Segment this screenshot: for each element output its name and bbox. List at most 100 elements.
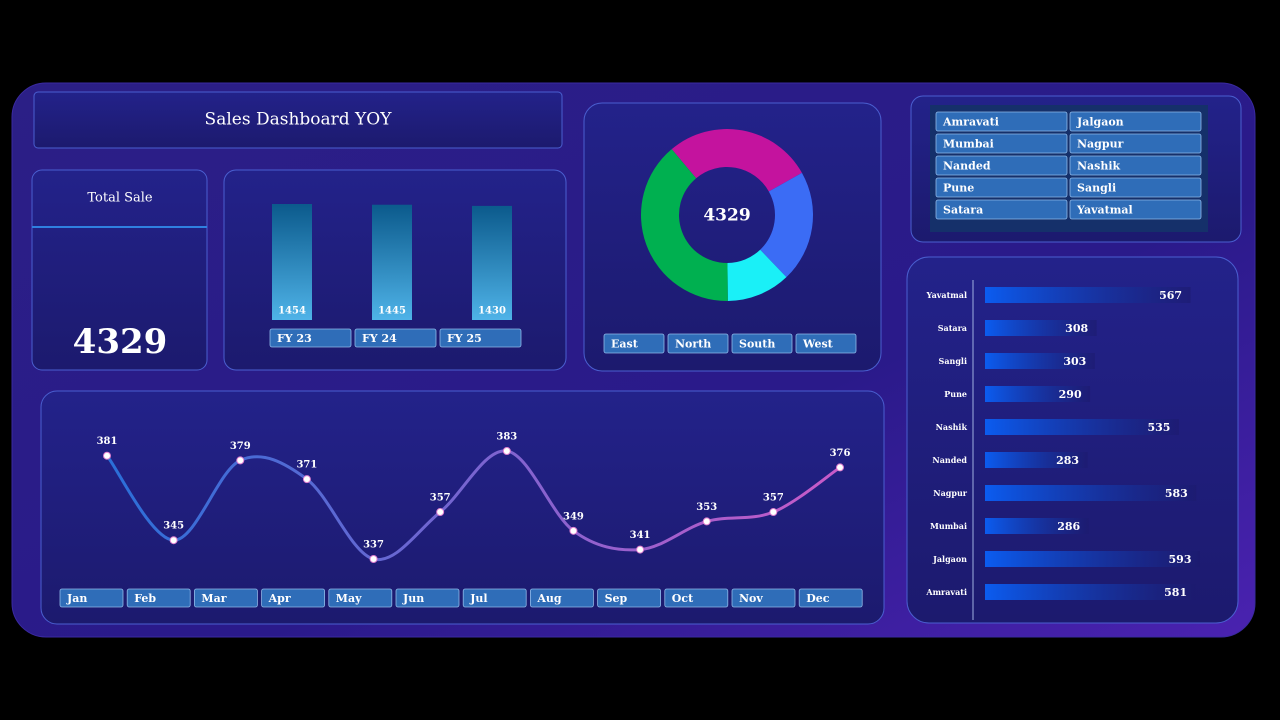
line-point — [502, 447, 511, 455]
city-button-label: Sangli — [1077, 182, 1116, 195]
city-button[interactable]: Nashik — [1069, 155, 1202, 176]
city-label: Jalgaon — [932, 554, 967, 564]
city-panel — [906, 256, 1239, 624]
month-button-label: Dec — [806, 592, 830, 605]
fy-button-bg — [439, 328, 522, 348]
city-button[interactable]: Mumbai — [935, 133, 1068, 154]
hbar — [985, 353, 1095, 369]
fy-button-bg — [354, 328, 437, 348]
line-value-label: 383 — [496, 432, 517, 443]
hbar — [985, 551, 1200, 567]
month-button[interactable]: Jan — [59, 588, 124, 608]
city-label: Sangli — [939, 356, 967, 366]
line-value-label: 337 — [363, 540, 384, 551]
region-button[interactable]: East — [603, 333, 665, 354]
hbar — [985, 485, 1197, 501]
month-button-bg — [59, 588, 124, 608]
line-value-label: 376 — [830, 448, 851, 459]
city-button-label: Mumbai — [943, 138, 994, 151]
month-button-label: Oct — [672, 592, 694, 605]
city-button[interactable]: Nanded — [935, 155, 1068, 176]
hbar — [985, 386, 1091, 402]
city-button-label: Yavatmal — [1076, 204, 1133, 217]
month-button-label: May — [336, 592, 362, 605]
month-button-label: Aug — [536, 592, 562, 605]
month-button[interactable]: Apr — [261, 588, 326, 608]
month-button[interactable]: Oct — [664, 588, 729, 608]
month-button[interactable]: Jun — [395, 588, 460, 608]
hbar-value-label: 535 — [1147, 421, 1170, 434]
month-button[interactable]: Aug — [530, 588, 594, 608]
line-value-label: 353 — [696, 502, 717, 513]
city-button[interactable]: Amravati — [935, 111, 1068, 132]
month-button[interactable]: May — [328, 588, 393, 608]
region-button[interactable]: West — [795, 333, 857, 354]
kpi-value: 4329 — [73, 322, 168, 362]
month-button[interactable]: Feb — [126, 588, 191, 608]
line-value-label: 357 — [763, 493, 784, 504]
city-button[interactable]: Satara — [935, 199, 1068, 220]
city-button[interactable]: Nagpur — [1069, 133, 1202, 154]
city-button[interactable]: Pune — [935, 177, 1068, 198]
city-button-label: Pune — [943, 182, 974, 195]
month-button-bg — [395, 588, 460, 608]
fy-button-label: FY 25 — [447, 332, 482, 345]
donut-segment — [727, 249, 787, 301]
hbar-value-label: 583 — [1165, 487, 1188, 500]
line-point — [836, 463, 844, 472]
city-button-label: Satara — [943, 204, 983, 217]
city-button-label: Jalgaon — [1076, 116, 1124, 129]
line-point — [769, 508, 778, 517]
line-value-label: 371 — [296, 460, 317, 471]
kpi-panel — [31, 169, 208, 371]
month-button-bg — [328, 588, 393, 608]
line-point — [103, 451, 111, 460]
donut-segment — [671, 129, 802, 192]
line-point — [369, 555, 378, 563]
region-button[interactable]: North — [667, 333, 729, 354]
city-label: Nashik — [936, 422, 968, 432]
city-button-label: Nanded — [943, 160, 991, 173]
city-button-bg — [935, 111, 1068, 132]
month-button-bg — [126, 588, 191, 608]
region-button[interactable]: South — [731, 333, 793, 354]
month-button[interactable]: Nov — [731, 588, 796, 608]
city-button-bg — [935, 199, 1068, 220]
hbar-value-label: 308 — [1065, 322, 1088, 335]
fy-button[interactable]: FY 25 — [439, 328, 522, 348]
month-button-label: Mar — [201, 592, 226, 605]
month-button[interactable]: Sep — [597, 588, 661, 608]
city-button[interactable]: Jalgaon — [1069, 111, 1202, 132]
region-button-label: North — [675, 338, 711, 351]
line-value-label: 381 — [97, 436, 118, 447]
donut-segment — [641, 149, 728, 301]
region-button-label: South — [739, 338, 775, 351]
city-button-label: Amravati — [942, 116, 999, 129]
hbar — [985, 584, 1196, 600]
month-button-label: Apr — [268, 592, 291, 605]
month-button[interactable]: Jul — [462, 588, 527, 608]
hbar-value-label: 290 — [1059, 388, 1082, 401]
fy-button-label: FY 24 — [362, 332, 397, 345]
line-point — [302, 475, 311, 484]
line-point — [702, 517, 711, 526]
hbar-value-label: 303 — [1063, 355, 1086, 368]
month-button[interactable]: Dec — [798, 588, 863, 608]
hbar — [985, 287, 1191, 303]
city-button[interactable]: Sangli — [1069, 177, 1202, 198]
hbar — [985, 452, 1088, 468]
hbar — [985, 518, 1089, 534]
fy-button[interactable]: FY 23 — [269, 328, 352, 348]
line-value-label: 341 — [630, 530, 651, 541]
line-point — [569, 526, 578, 535]
month-button-label: Nov — [739, 592, 763, 605]
kpi-label: Total Sale — [87, 191, 153, 206]
fy-button[interactable]: FY 24 — [354, 328, 437, 348]
month-button-bg — [664, 588, 729, 608]
month-button-label: Feb — [134, 592, 156, 605]
city-button[interactable]: Yavatmal — [1069, 199, 1202, 220]
month-button[interactable]: Mar — [193, 588, 258, 608]
line-value-label: 379 — [230, 441, 251, 452]
